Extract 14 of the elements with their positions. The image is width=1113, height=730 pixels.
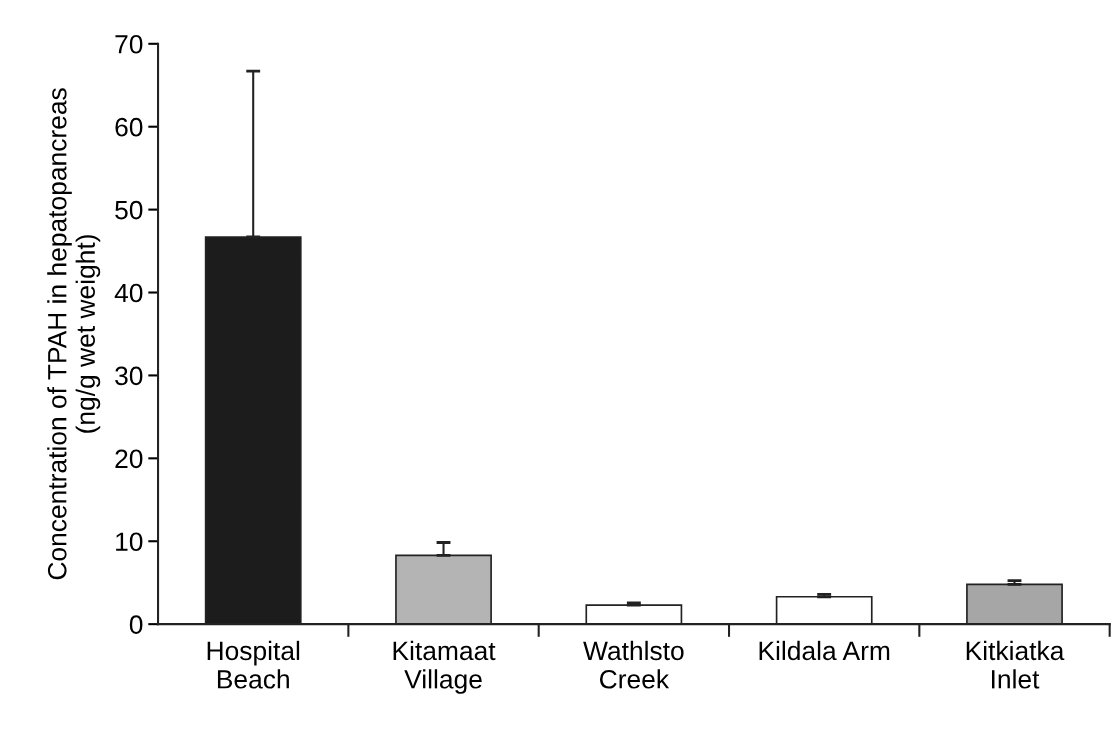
y-axis-title: Concentration of TPAH in hepatopancreas (ng/g wet weight) — [47, 88, 101, 580]
y-tick-label: 20 — [115, 449, 143, 469]
y-tick-label: 30 — [115, 366, 143, 386]
y-tick-label: 10 — [116, 532, 143, 552]
x-tick-label: Kitkiatka Inlet — [966, 640, 1065, 689]
x-tick-label: Kitamaat Village — [393, 640, 496, 694]
y-tick-label: 60 — [115, 117, 143, 137]
y-tick-label: 40 — [114, 283, 143, 303]
y-tick-label: 70 — [115, 34, 143, 54]
y-tick-label: 0 — [129, 615, 143, 634]
y-tick-label: 50 — [115, 200, 143, 220]
x-tick-label: Kildala Arm — [759, 640, 890, 661]
x-tick-label: Wathlsto Creek — [583, 640, 684, 689]
x-tick-label: Hospital Beach — [207, 640, 300, 689]
